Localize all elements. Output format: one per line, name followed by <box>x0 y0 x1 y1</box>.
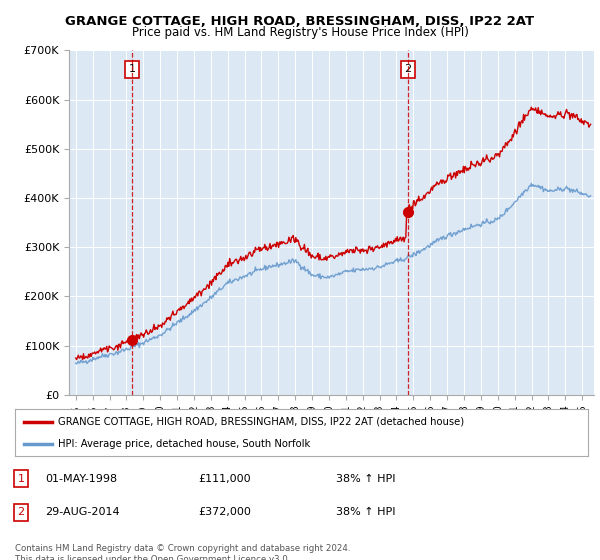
Text: GRANGE COTTAGE, HIGH ROAD, BRESSINGHAM, DISS, IP22 2AT (detached house): GRANGE COTTAGE, HIGH ROAD, BRESSINGHAM, … <box>58 417 464 427</box>
Text: GRANGE COTTAGE, HIGH ROAD, BRESSINGHAM, DISS, IP22 2AT: GRANGE COTTAGE, HIGH ROAD, BRESSINGHAM, … <box>65 15 535 27</box>
Text: Contains HM Land Registry data © Crown copyright and database right 2024.
This d: Contains HM Land Registry data © Crown c… <box>15 544 350 560</box>
Text: 2: 2 <box>404 64 411 74</box>
Text: £372,000: £372,000 <box>198 507 251 517</box>
Text: HPI: Average price, detached house, South Norfolk: HPI: Average price, detached house, Sout… <box>58 438 310 449</box>
Text: £111,000: £111,000 <box>198 474 251 484</box>
Text: Price paid vs. HM Land Registry's House Price Index (HPI): Price paid vs. HM Land Registry's House … <box>131 26 469 39</box>
Text: 38% ↑ HPI: 38% ↑ HPI <box>336 474 395 484</box>
Text: 1: 1 <box>17 474 25 484</box>
Text: 29-AUG-2014: 29-AUG-2014 <box>45 507 119 517</box>
Text: 2: 2 <box>17 507 25 517</box>
Text: 1: 1 <box>128 64 136 74</box>
Text: 01-MAY-1998: 01-MAY-1998 <box>45 474 117 484</box>
Text: 38% ↑ HPI: 38% ↑ HPI <box>336 507 395 517</box>
